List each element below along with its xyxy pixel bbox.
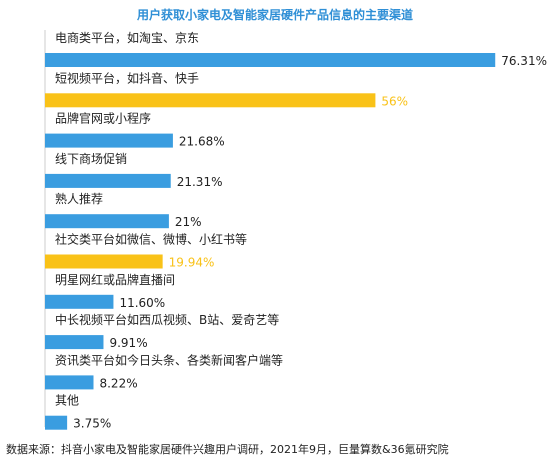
bar [45, 415, 68, 430]
value-label: 9.91% [109, 336, 147, 350]
bar [45, 133, 173, 148]
value-label: 19.94% [169, 256, 215, 270]
value-label: 3.75% [73, 417, 111, 431]
category-label: 电商类平台，如淘宝、京东 [55, 30, 199, 45]
category-label: 社交类平台如微信、微博、小红书等 [55, 232, 247, 247]
value-label: 8.22% [99, 376, 137, 390]
category-label: 资讯类平台如今日头条、各类新闻客户端等 [55, 352, 283, 367]
category-label: 短视频平台，如抖音、快手 [55, 70, 199, 85]
value-label: 21% [175, 215, 202, 229]
bar [45, 294, 114, 309]
category-label: 其他 [55, 394, 79, 408]
value-label: 76.31% [501, 54, 547, 68]
bar [45, 375, 94, 390]
bar [45, 93, 376, 108]
bar [45, 254, 163, 269]
bar [45, 173, 171, 188]
value-label: 56% [381, 94, 408, 108]
bar [45, 335, 104, 350]
category-label: 线下商场促销 [55, 151, 127, 166]
source-note: 数据来源：抖音小家电及智能家居硬件兴趣用户调研，2021年9月，巨量算数&36氪… [6, 443, 449, 456]
value-label: 21.68% [179, 135, 225, 149]
bar-chart: 电商类平台，如淘宝、京东 76.31% 短视频平台，如抖音、快手 56% 品牌官网或小程… [44, 30, 547, 431]
value-label: 21.31% [177, 175, 223, 189]
value-label: 11.60% [119, 296, 165, 310]
category-label: 熟人推荐 [55, 191, 103, 206]
category-label: 中长视频平台如西瓜视频、B站、爱奇艺等 [55, 312, 279, 327]
chart-title: 用户获取小家电及智能家居硬件产品信息的主要渠道 [136, 8, 413, 22]
bar [45, 214, 169, 229]
bar [45, 53, 496, 67]
category-label: 品牌官网或小程序 [55, 111, 151, 126]
category-label: 明星网红或品牌直播间 [55, 272, 175, 287]
